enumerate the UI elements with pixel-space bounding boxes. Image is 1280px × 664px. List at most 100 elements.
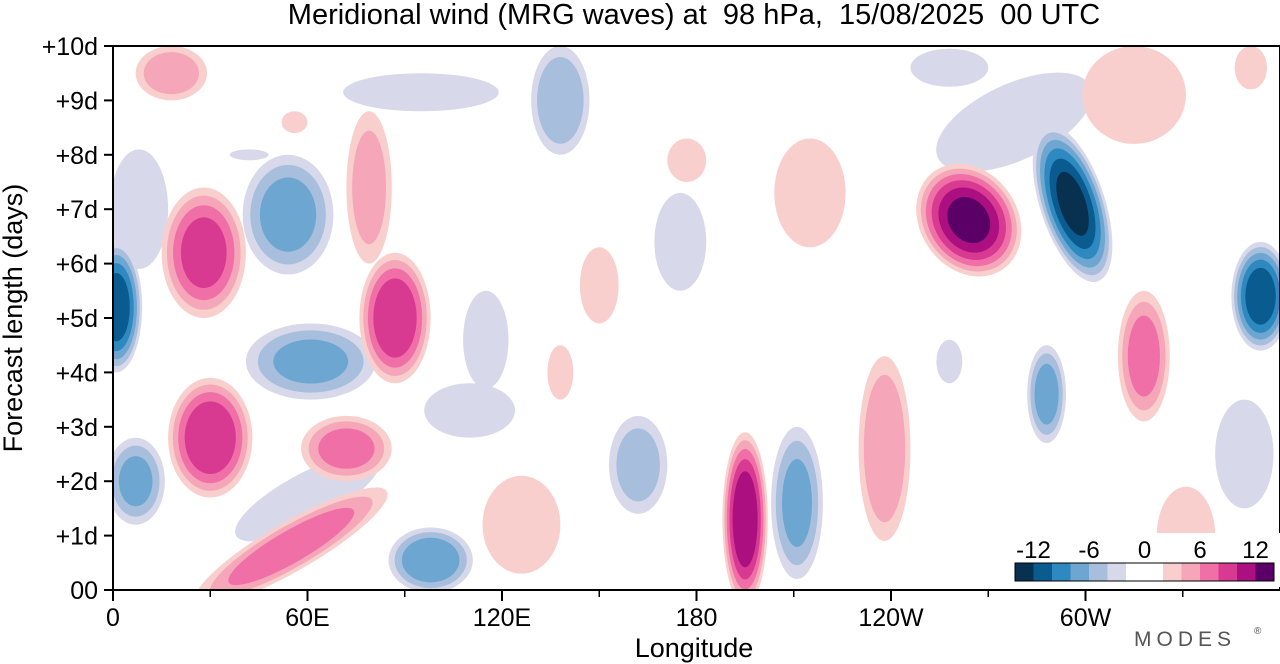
x-tick-label: 60E — [285, 604, 329, 632]
contour-band-negative — [537, 57, 584, 144]
colorbar-swatch — [1052, 563, 1071, 581]
colorbar-swatch — [1237, 563, 1256, 581]
y-tick-label: +1d — [56, 523, 98, 551]
wind-feature — [113, 149, 169, 270]
x-tick-label: 120E — [473, 604, 531, 632]
contour-band-positive — [732, 471, 758, 568]
colorbar-swatch — [1218, 563, 1238, 581]
contour-band-negative — [424, 383, 515, 438]
wind-feature — [1032, 125, 1113, 283]
wind-feature — [910, 48, 989, 87]
contour-band-negative — [782, 458, 812, 547]
colorbar-swatch — [1200, 563, 1219, 581]
x-tick-label: 0 — [106, 604, 120, 632]
y-tick-label: 00 — [70, 577, 98, 605]
colorbar-swatch — [1015, 563, 1034, 581]
contour-band-negative — [616, 428, 660, 502]
y-tick-label: +3d — [56, 414, 98, 442]
colorbar-swatch — [1255, 563, 1275, 581]
colorbar-swatch — [1163, 563, 1182, 581]
contour-band-negative — [229, 149, 269, 161]
wind-feature — [388, 527, 473, 590]
y-tick-label: +10d — [42, 33, 98, 61]
wind-feature — [654, 192, 707, 291]
y-axis: 00 +1d +2d +3d +4d +5d +6d +7d +8d +9d +10d — [42, 33, 113, 605]
y-axis-title: Forecast length (days) — [0, 184, 28, 453]
y-tick-label: +6d — [56, 251, 98, 279]
colorbar-swatch — [1070, 563, 1090, 581]
wind-feature — [346, 111, 392, 264]
x-tick-label: 180 — [676, 604, 718, 632]
wind-feature — [608, 415, 668, 514]
wind-feature — [936, 72, 1093, 172]
contour-band-positive — [184, 401, 236, 475]
wind-feature — [359, 252, 431, 384]
wind-feature — [1027, 345, 1067, 444]
contour-band-positive — [1082, 46, 1186, 144]
y-tick-label: +9d — [56, 87, 98, 115]
contour-band-positive — [180, 217, 227, 289]
contour-band-positive — [352, 130, 387, 245]
wind-feature — [245, 323, 376, 400]
wind-feature — [343, 73, 499, 112]
contour-band-negative — [273, 339, 349, 384]
contour-band-negative — [1215, 399, 1274, 509]
y-tick-label: +5d — [56, 305, 98, 333]
colorbar-swatch — [1107, 563, 1127, 581]
wind-feature — [936, 339, 963, 384]
contour-band-positive — [547, 345, 574, 400]
colorbar: -12 -6 0 6 12 — [1010, 533, 1280, 587]
brand-mark: ® — [1254, 626, 1262, 637]
wind-feature — [579, 247, 619, 324]
x-axis-title: Longitude — [635, 633, 754, 663]
contour-band-negative — [113, 273, 130, 342]
modes-logo: MODES ® — [1134, 626, 1262, 651]
contour-band-negative — [1056, 171, 1089, 236]
y-tick-label: +4d — [56, 359, 98, 387]
wind-feature — [242, 154, 334, 275]
wind-feature — [722, 432, 768, 590]
contour-band-negative — [113, 149, 169, 270]
contour-band-positive — [1234, 46, 1268, 90]
contour-band-positive — [318, 428, 375, 469]
contour-field — [113, 46, 1280, 590]
wind-feature — [424, 383, 515, 438]
wind-feature — [482, 475, 561, 574]
colorbar-label: 6 — [1193, 537, 1206, 564]
wind-feature — [301, 415, 392, 482]
contour-band-positive — [143, 52, 199, 95]
colorbar-label: 0 — [1138, 537, 1151, 564]
wind-feature — [774, 138, 846, 248]
wind-feature — [531, 46, 590, 155]
contour-band-negative — [654, 192, 707, 291]
contour-band-positive — [579, 247, 619, 324]
contour-band-positive — [947, 197, 991, 244]
wind-feature — [463, 290, 509, 389]
contour-band-positive — [1127, 315, 1160, 397]
wind-feature — [916, 163, 1022, 277]
contour-band-negative — [1034, 363, 1059, 425]
wind-feature — [1082, 46, 1186, 144]
colorbar-label: -6 — [1078, 537, 1099, 564]
contour-band-negative — [259, 177, 317, 252]
wind-feature — [1234, 46, 1268, 90]
wind-feature — [1215, 399, 1274, 509]
contour-band-negative — [118, 456, 153, 507]
contour-band-negative — [463, 290, 509, 389]
chart-title: Meridional wind (MRG waves) at 98 hPa, 1… — [288, 0, 1100, 31]
colorbar-label: -12 — [1016, 537, 1051, 564]
y-tick-label: +8d — [56, 142, 98, 170]
y-tick-label: +2d — [56, 468, 98, 496]
contour-band-negative — [936, 72, 1093, 172]
wind-feature — [858, 356, 911, 542]
colorbar-label: 12 — [1242, 537, 1269, 564]
contour-band-positive — [863, 374, 906, 523]
colorbar-swatch — [1089, 563, 1108, 581]
colorbar-frame — [1014, 562, 1275, 582]
wind-feature — [229, 149, 269, 161]
contour-band-positive — [373, 278, 417, 358]
contour-band-positive — [281, 111, 308, 134]
contour-band-positive — [228, 507, 355, 586]
wind-feature — [1231, 241, 1280, 351]
